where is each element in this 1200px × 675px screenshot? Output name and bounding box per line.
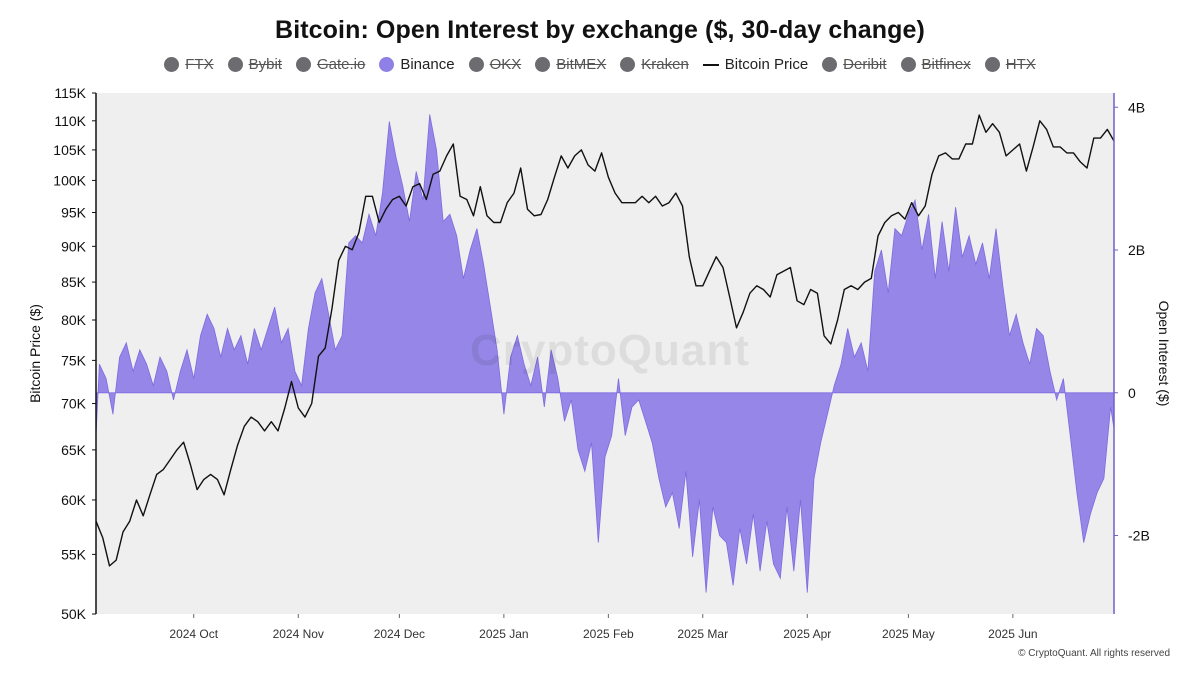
legend-item-htx[interactable]: HTX xyxy=(984,56,1036,73)
legend-dot-swatch xyxy=(535,57,551,72)
legend-label: FTX xyxy=(185,56,214,73)
legend-item-bybit[interactable]: Bybit xyxy=(227,56,282,73)
legend-item-deribit[interactable]: Deribit xyxy=(822,56,887,73)
legend-label: Kraken xyxy=(641,56,689,73)
legend-dot-swatch xyxy=(822,57,838,72)
chart-legend: FTX Bybit Gate.io Binance OKX BitMEX Kraken Bit… xyxy=(0,56,1200,73)
watermark: CryptoQuant xyxy=(470,326,750,375)
left-axis-tick-label: 75K xyxy=(61,352,87,368)
legend-dot-swatch xyxy=(984,57,1000,72)
legend-label: Bitfinex xyxy=(921,56,971,73)
x-axis-tick-label: 2025 Feb xyxy=(583,627,634,641)
legend-item-gate-io[interactable]: Gate.io xyxy=(295,56,366,73)
legend-dot-swatch xyxy=(295,57,311,72)
legend-dot-swatch xyxy=(900,57,916,72)
left-axis-tick-label: 65K xyxy=(61,442,87,458)
legend-item-ftx[interactable]: FTX xyxy=(164,56,214,73)
left-axis-tick-label: 55K xyxy=(61,546,87,562)
right-axis-tick-label: -2B xyxy=(1128,527,1150,543)
legend-dot-swatch xyxy=(620,57,636,72)
legend-dot-swatch xyxy=(379,57,395,72)
x-axis-tick-label: 2024 Dec xyxy=(374,627,425,641)
legend-label: Gate.io xyxy=(316,56,366,73)
legend-label: HTX xyxy=(1005,56,1036,73)
left-axis-tick-label: 90K xyxy=(61,238,87,254)
left-axis-tick-label: 95K xyxy=(61,205,87,221)
legend-label: Binance xyxy=(400,56,455,73)
legend-item-okx[interactable]: OKX xyxy=(468,56,522,73)
left-axis-tick-label: 100K xyxy=(53,172,86,188)
binance-oi-area xyxy=(95,114,1115,593)
right-axis-tick-label: 0 xyxy=(1128,385,1136,401)
legend-label: Bitcoin Price xyxy=(724,56,809,73)
x-axis-tick-label: 2025 Jun xyxy=(988,627,1037,641)
x-axis-tick-label: 2025 Mar xyxy=(677,627,728,641)
left-axis-tick-label: 80K xyxy=(61,312,87,328)
left-axis-tick-label: 85K xyxy=(61,274,87,290)
legend-item-bitmex[interactable]: BitMEX xyxy=(535,56,606,73)
legend-label: Bybit xyxy=(248,56,282,73)
legend-dot-swatch xyxy=(164,57,180,72)
x-axis-tick-label: 2024 Nov xyxy=(273,627,324,641)
legend-line-swatch xyxy=(702,63,719,66)
right-axis-label: Open Interest ($) xyxy=(1156,301,1172,407)
left-axis-tick-label: 115K xyxy=(54,85,86,101)
left-axis-tick-label: 110K xyxy=(54,113,86,129)
x-axis-tick-label: 2024 Oct xyxy=(169,627,218,641)
copyright-notice: © CryptoQuant. All rights reserved xyxy=(1018,648,1170,659)
left-axis-tick-label: 60K xyxy=(61,492,87,508)
right-axis-tick-label: 4B xyxy=(1128,99,1145,115)
legend-label: Deribit xyxy=(843,56,887,73)
left-axis-tick-label: 50K xyxy=(61,606,87,622)
right-axis-tick-label: 2B xyxy=(1128,242,1145,258)
legend-label: BitMEX xyxy=(556,56,607,73)
legend-item-kraken[interactable]: Kraken xyxy=(620,56,689,73)
left-axis-tick-label: 70K xyxy=(61,396,87,412)
legend-label: OKX xyxy=(489,56,522,73)
legend-item-bitfinex[interactable]: Bitfinex xyxy=(900,56,971,73)
legend-dot-swatch xyxy=(468,57,484,72)
chart-title: Bitcoin: Open Interest by exchange ($, 3… xyxy=(275,16,925,44)
left-axis-tick-label: 105K xyxy=(53,142,86,158)
legend-dot-swatch xyxy=(227,57,243,72)
legend-item-binance[interactable]: Binance xyxy=(379,56,455,73)
legend-item-bitcoin-price[interactable]: Bitcoin Price xyxy=(702,56,809,73)
x-axis-tick-label: 2025 May xyxy=(882,627,935,641)
bitcoin-price-line xyxy=(95,114,1115,567)
left-axis-label: Bitcoin Price ($) xyxy=(27,304,43,403)
x-axis-tick-label: 2025 Apr xyxy=(783,627,831,641)
x-axis-tick-label: 2025 Jan xyxy=(479,627,528,641)
